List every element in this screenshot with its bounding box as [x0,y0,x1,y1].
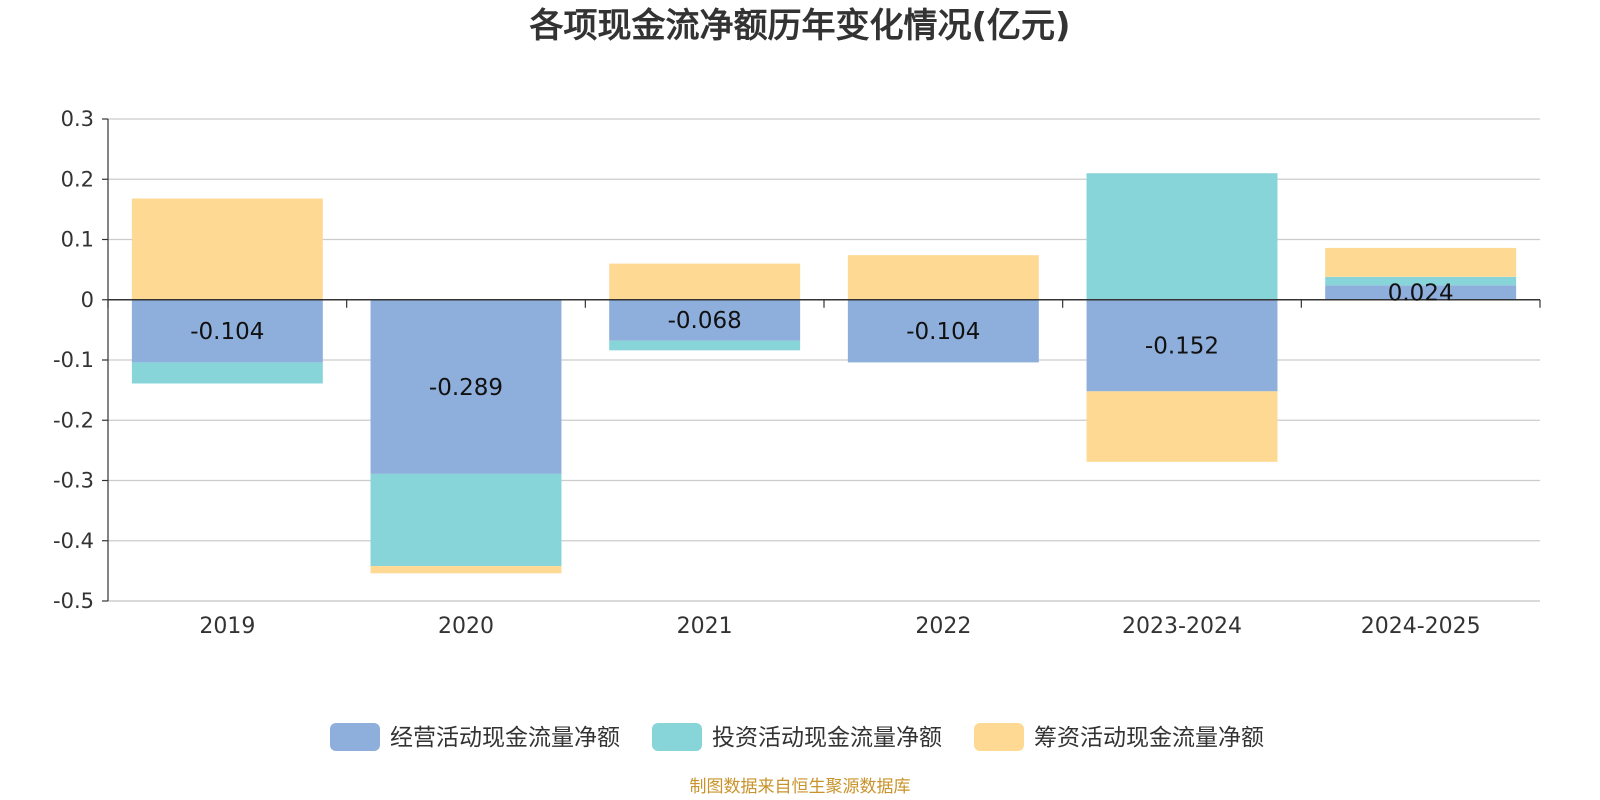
y-tick-label: 0.2 [61,167,94,191]
x-tick-label: 2019 [199,614,255,639]
data-label-2020: -0.289 [429,375,503,401]
grid-lines [108,118,1540,602]
y-tick-label: -0.2 [53,408,94,432]
legend-label: 投资活动现金流量净额 [712,725,942,751]
bar-investing-2020 [370,473,562,567]
legend-swatch [974,723,1024,751]
bar-investing-2023-2024 [1086,173,1278,300]
legend-label: 经营活动现金流量净额 [390,725,620,751]
x-tick-label: 2021 [677,614,733,639]
source-note: 制图数据来自恒生聚源数据库 [690,777,911,797]
data-labels: -0.104 -0.289 -0.068 -0.104 -0.152 0.024 [190,281,1453,401]
bar-investing-2021 [609,340,801,351]
legend-swatch [330,723,380,751]
bar-financing-2021 [609,263,801,300]
y-tick-label: -0.5 [53,589,94,613]
y-tick-label: -0.4 [53,529,94,553]
x-tick-label: 2020 [438,614,494,639]
y-tick-label: 0.1 [61,228,94,252]
bar-operating-2021 [609,299,801,341]
bar-operating-2022 [847,299,1039,363]
bar-operating-2019 [131,299,323,363]
y-tick-label: -0.1 [53,348,94,372]
legend-item-investing[interactable]: 投资活动现金流量净额 [652,723,942,751]
bars [131,173,1517,574]
legend-item-financing[interactable]: 筹资活动现金流量净额 [974,723,1264,751]
bar-investing-2019 [131,362,323,384]
bar-operating-2024-2025 [1325,285,1517,300]
y-tick-label: -0.3 [53,469,94,493]
legend-item-operating[interactable]: 经营活动现金流量净额 [330,723,620,751]
axes: 0.3 0.2 0.1 0 -0.1 -0.2 -0.3 -0.4 -0.5 2019 2020 20… [53,107,1541,639]
x-tick-label: 2022 [915,614,971,639]
bar-operating-2020 [370,299,562,474]
legend[interactable]: 经营活动现金流量净额 投资活动现金流量净额 筹资活动现金流量净额 [330,723,1264,751]
x-tick-label: 2024-2025 [1361,614,1481,639]
bar-financing-2022 [847,255,1039,300]
data-label-2021: -0.068 [668,308,742,334]
x-tick-label: 2023-2024 [1122,614,1242,639]
bar-financing-2024-2025 [1325,247,1517,277]
bar-financing-2019 [131,198,323,300]
bar-financing-2023-2024 [1086,391,1278,462]
legend-label: 筹资活动现金流量净额 [1034,725,1264,751]
y-tick-label: 0 [81,288,94,312]
bar-investing-2024-2025 [1325,276,1517,286]
y-tick-label: 0.3 [61,107,94,131]
chart-title: 各项现金流净额历年变化情况(亿元) [529,6,1070,46]
data-label-2019: -0.104 [190,319,264,345]
legend-swatch [652,723,702,751]
data-label-2022: -0.104 [906,319,980,345]
bar-financing-2020 [370,566,562,574]
bar-operating-2023-2024 [1086,299,1278,392]
data-label-2024-2025: 0.024 [1388,281,1454,307]
data-label-2023-2024: -0.152 [1145,334,1219,360]
